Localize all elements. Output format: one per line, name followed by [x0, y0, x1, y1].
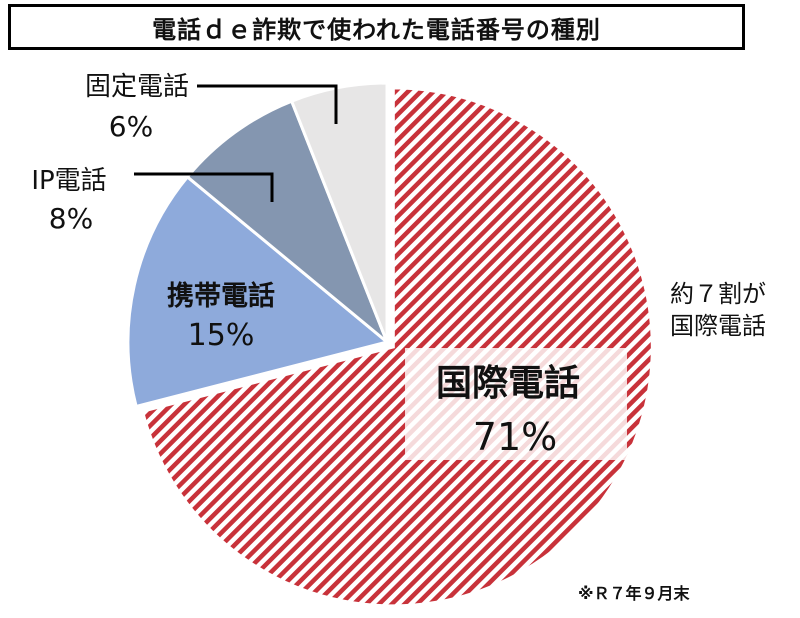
footnote: ※Ｒ７年９月末	[578, 584, 690, 603]
slice-label-fixed-value: 6%	[109, 110, 153, 143]
pie-slice-mobile	[126, 174, 391, 409]
slice-label-intl-name: 国際電話	[436, 363, 580, 404]
slice-label-intl-value: 71%	[473, 415, 557, 459]
slice-label-fixed-name: 固定電話	[85, 72, 189, 102]
annotation-line-1: 約７割が	[670, 280, 766, 308]
slice-label-ip-value: 8%	[49, 202, 93, 235]
slice-label-mobile-value: 15%	[188, 318, 255, 353]
leader-line-ip	[134, 172, 274, 202]
annotation-line-2: 国際電話	[670, 312, 766, 340]
leader-lines	[134, 84, 338, 202]
pie-slice-fixed	[289, 81, 389, 343]
pie-slices	[126, 81, 654, 608]
chart-title: 電話ｄｅ詐欺で使われた電話番号の種別	[8, 4, 745, 50]
leader-line-fixed	[197, 84, 338, 124]
slice-label-ip-name: IP電話	[31, 166, 106, 196]
pie-slice-intl	[140, 86, 654, 608]
intl-label-backdrop	[405, 348, 627, 460]
slice-label-mobile-name: 携帯電話	[167, 280, 275, 312]
